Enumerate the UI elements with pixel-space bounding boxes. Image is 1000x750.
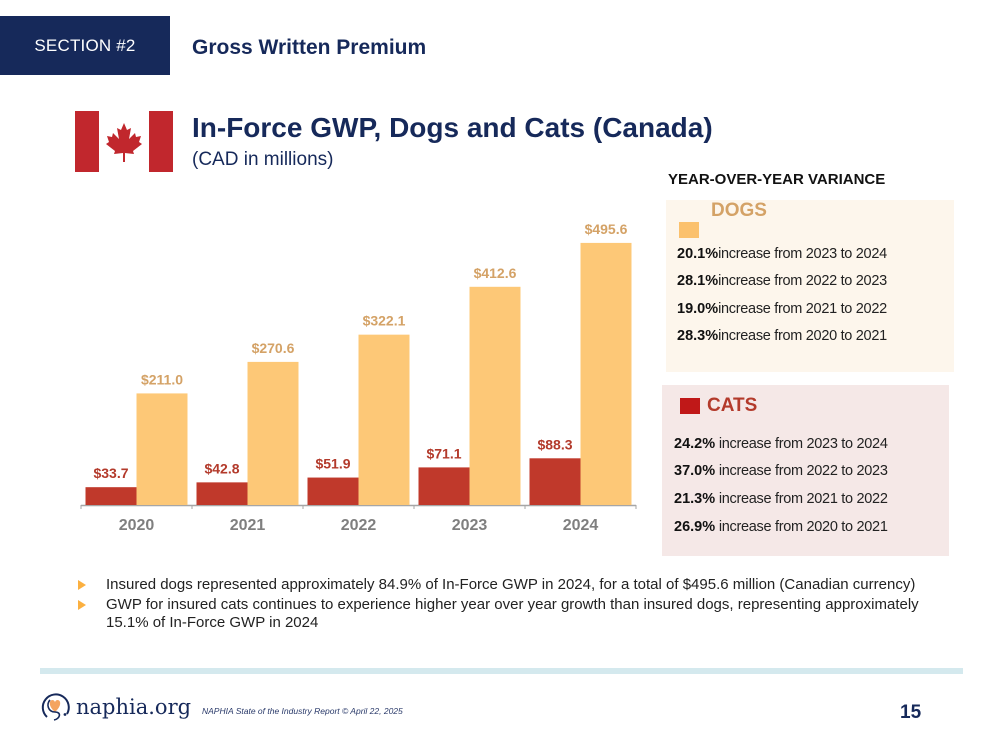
cats-variance-panel: CATS 24.2% increase from 2023 to 2024 37… xyxy=(662,385,949,556)
variance-text: increase from 2022 to 2023 xyxy=(718,463,888,479)
cats-data-label: $88.3 xyxy=(537,436,572,452)
cats-label: CATS xyxy=(707,395,758,416)
cats-bar xyxy=(418,467,470,505)
cats-data-label: $33.7 xyxy=(93,465,128,481)
variance-text: increase from 2020 to 2021 xyxy=(718,519,888,535)
variance-text: increase from 2021 to 2022 xyxy=(718,301,887,317)
variance-pct: 37.0% xyxy=(674,463,716,479)
chart-title: In-Force GWP, Dogs and Cats (Canada) xyxy=(192,112,713,143)
section-title: Gross Written Premium xyxy=(192,36,427,59)
chart-subtitle: (CAD in millions) xyxy=(192,149,334,170)
variance-pct: 28.1% xyxy=(677,273,719,289)
footer-divider xyxy=(40,668,963,674)
section-tag: SECTION #2 xyxy=(0,16,170,75)
dogs-bar xyxy=(247,361,299,505)
dogs-variance-row: 28.3%increase from 2020 to 2021 xyxy=(677,328,887,344)
cats-data-label: $42.8 xyxy=(204,460,239,476)
cats-variance-row: 26.9% increase from 2020 to 2021 xyxy=(674,519,888,535)
bullet-arrow-icon xyxy=(78,580,86,590)
footer-note: NAPHIA State of the Industry Report © Ap… xyxy=(202,706,403,716)
variance-text: increase from 2023 to 2024 xyxy=(718,436,888,452)
cats-data-label: $71.1 xyxy=(426,445,461,461)
naphia-logo[interactable]: naphia.org xyxy=(38,690,191,724)
dogs-label: DOGS xyxy=(711,200,767,221)
cats-variance-row: 24.2% increase from 2023 to 2024 xyxy=(674,436,888,452)
x-tick-label: 2022 xyxy=(341,517,377,534)
dogs-variance-row: 20.1%increase from 2023 to 2024 xyxy=(677,246,887,262)
dogs-data-label: $412.6 xyxy=(474,265,517,281)
variance-text: increase from 2021 to 2022 xyxy=(718,491,888,507)
dogs-data-label: $211.0 xyxy=(141,371,183,387)
variance-pct: 26.9% xyxy=(674,519,716,535)
cats-bar xyxy=(85,487,137,505)
variance-pct: 19.0% xyxy=(677,301,719,317)
bullet-arrow-icon xyxy=(78,600,86,610)
dogs-bar xyxy=(136,393,188,505)
x-tick-label: 2023 xyxy=(452,517,488,534)
cats-data-label: $51.9 xyxy=(315,456,350,472)
dogs-data-label: $495.6 xyxy=(585,221,628,237)
x-tick-label: 2020 xyxy=(119,517,155,534)
dogs-variance-row: 28.1%increase from 2022 to 2023 xyxy=(677,273,887,289)
bullet-text: Insured dogs represented approximately 8… xyxy=(106,576,916,593)
x-tick-label: 2021 xyxy=(230,517,266,534)
cats-bar xyxy=(307,477,359,505)
bullet-item: Insured dogs represented approximately 8… xyxy=(78,576,938,594)
page-number: 15 xyxy=(900,702,922,723)
cats-bar xyxy=(529,458,581,505)
variance-pct: 21.3% xyxy=(674,491,716,507)
naphia-heart-icon xyxy=(41,693,70,721)
variance-text: increase from 2023 to 2024 xyxy=(718,246,887,262)
cats-bar xyxy=(196,482,248,505)
canada-flag-icon xyxy=(75,111,173,172)
dogs-bar xyxy=(580,242,632,505)
bullet-item: GWP for insured cats continues to experi… xyxy=(78,596,938,632)
dogs-data-label: $270.6 xyxy=(252,340,295,356)
dogs-data-label: $322.1 xyxy=(363,313,406,329)
dogs-variance-panel: DOGS 20.1%increase from 2023 to 2024 28.… xyxy=(666,200,954,372)
variance-pct: 24.2% xyxy=(674,436,716,452)
dogs-bar xyxy=(469,286,521,505)
dogs-bar xyxy=(358,334,410,505)
variance-pct: 28.3% xyxy=(677,328,719,344)
bullet-text: GWP for insured cats continues to experi… xyxy=(106,596,919,631)
dogs-swatch xyxy=(679,222,699,238)
cats-variance-row: 37.0% increase from 2022 to 2023 xyxy=(674,463,888,479)
x-tick-label: 2024 xyxy=(563,517,599,534)
logo-text: naphia.org xyxy=(76,695,192,719)
key-findings-list: Insured dogs represented approximately 8… xyxy=(78,576,938,634)
variance-pct: 20.1% xyxy=(677,246,719,262)
variance-text: increase from 2022 to 2023 xyxy=(718,273,887,289)
dogs-variance-row: 19.0%increase from 2021 to 2022 xyxy=(677,301,887,317)
cats-swatch xyxy=(680,398,700,414)
variance-text: increase from 2020 to 2021 xyxy=(718,328,887,344)
cats-variance-row: 21.3% increase from 2021 to 2022 xyxy=(674,491,888,507)
yoy-heading: YEAR-OVER-YEAR VARIANCE xyxy=(668,171,886,188)
